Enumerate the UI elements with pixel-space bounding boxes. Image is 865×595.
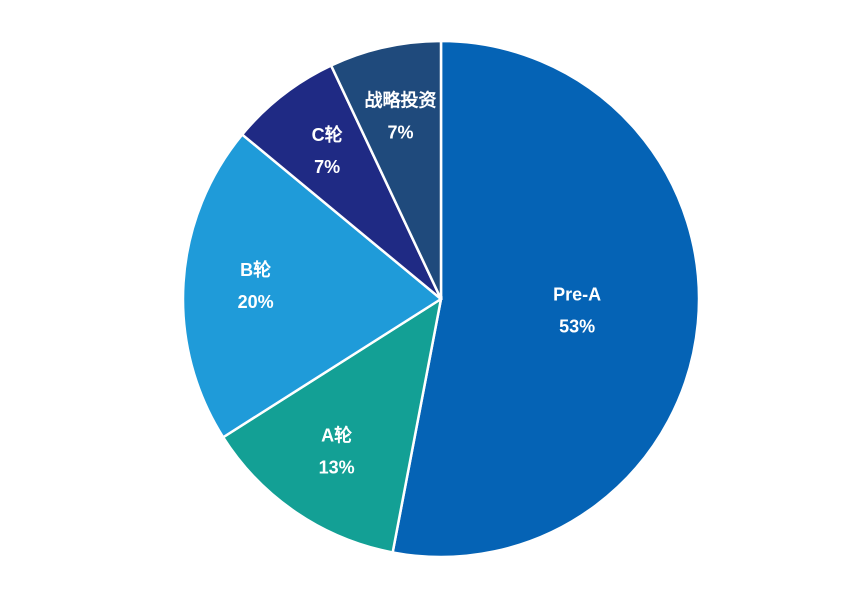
slice-label: 战略投资	[364, 89, 436, 110]
pie-slice	[240, 63, 443, 300]
pie-slice	[181, 132, 444, 439]
pie-slice	[221, 296, 443, 554]
slice-label: A轮	[321, 424, 352, 445]
value-label: 53%	[559, 317, 595, 337]
slice-label: B轮	[240, 259, 271, 280]
value-label: 20%	[238, 292, 274, 312]
value-label: 13%	[319, 457, 355, 477]
slice-label: C轮	[312, 124, 343, 145]
value-label: 7%	[314, 157, 340, 177]
pie-slice	[391, 39, 701, 559]
value-label: 7%	[387, 122, 413, 142]
slice-label: Pre-A	[553, 285, 601, 305]
pie-slice	[329, 39, 443, 300]
